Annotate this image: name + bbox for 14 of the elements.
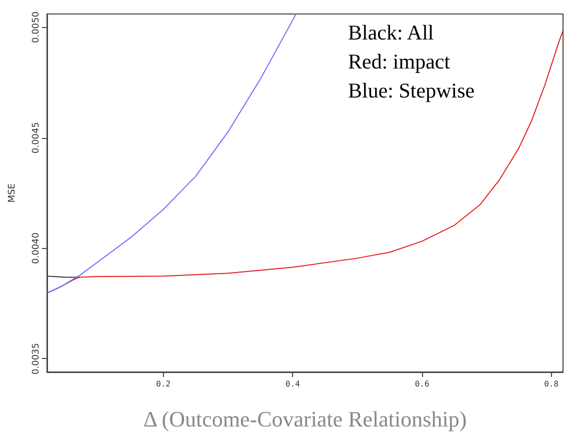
y-tick-label: 0.0045 (32, 122, 42, 154)
x-tick-label: 0.6 (414, 380, 430, 388)
y-tick-label: 0.0035 (32, 342, 42, 374)
x-tick-label: 0.8 (544, 380, 559, 388)
y-axis-title: MSE (8, 183, 18, 203)
line-series (46, 14, 296, 294)
annotation: Blue: Stepwise (348, 78, 475, 102)
x-tick-label: 0.4 (285, 380, 300, 388)
y-tick-label: 0.0050 (32, 11, 42, 44)
annotation: Red: impact (348, 50, 450, 74)
x-axis-title: Δ (Outcome-Covariate Relationship) (143, 406, 467, 432)
x-tick-label: 0.2 (156, 380, 171, 388)
annotation: Black: All (348, 20, 434, 44)
y-tick-label: 0.0040 (32, 232, 42, 264)
